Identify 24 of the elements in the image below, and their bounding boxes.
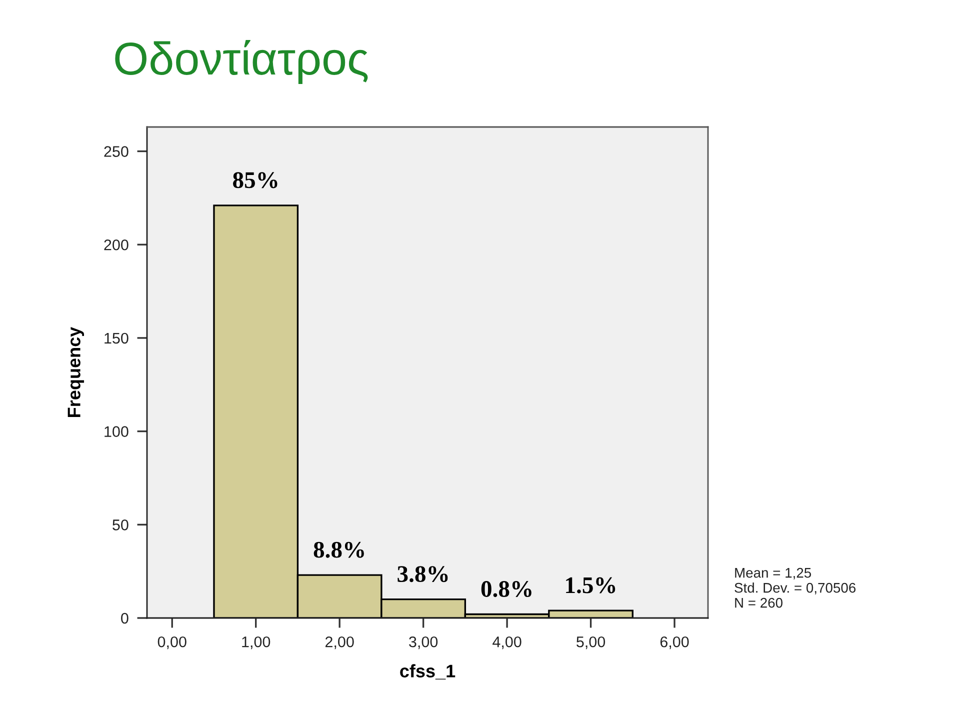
y-tick-label: 50 <box>112 520 128 530</box>
text: Mean = 1,25 <box>735 568 812 580</box>
y-tick-label: 150 <box>104 332 128 344</box>
y-tick-label: 200 <box>104 239 128 250</box>
x-tick-label: 3,00 <box>409 636 438 650</box>
annotation: 3.8% <box>398 566 448 582</box>
x-tick-label: 0,00 <box>158 636 186 650</box>
x-tick-label: 2,00 <box>325 636 354 650</box>
annotation: 8.8% <box>314 542 364 558</box>
x-tick-label: 1,00 <box>242 636 270 650</box>
y-tick-label: 0 <box>121 612 128 624</box>
x-axis-title: cfss_1 <box>400 664 456 680</box>
annotation: 1.5% <box>566 577 616 594</box>
annotation: 0.8% <box>481 581 532 598</box>
x-tick-label: 4,00 <box>492 636 522 650</box>
text: Std. Dev. = 0,70506 <box>734 582 856 594</box>
y-tick-label: 100 <box>104 426 128 437</box>
x-tick-label: 5,00 <box>576 636 606 650</box>
annotation: 85% <box>233 172 278 188</box>
x-tick-label: 6,00 <box>660 636 689 650</box>
chart-title: Οδοντίατρος <box>115 40 368 84</box>
y-tick-label: 250 <box>104 146 128 157</box>
y-axis-title: Frequency <box>68 326 84 417</box>
text: N = 260 <box>735 598 782 608</box>
